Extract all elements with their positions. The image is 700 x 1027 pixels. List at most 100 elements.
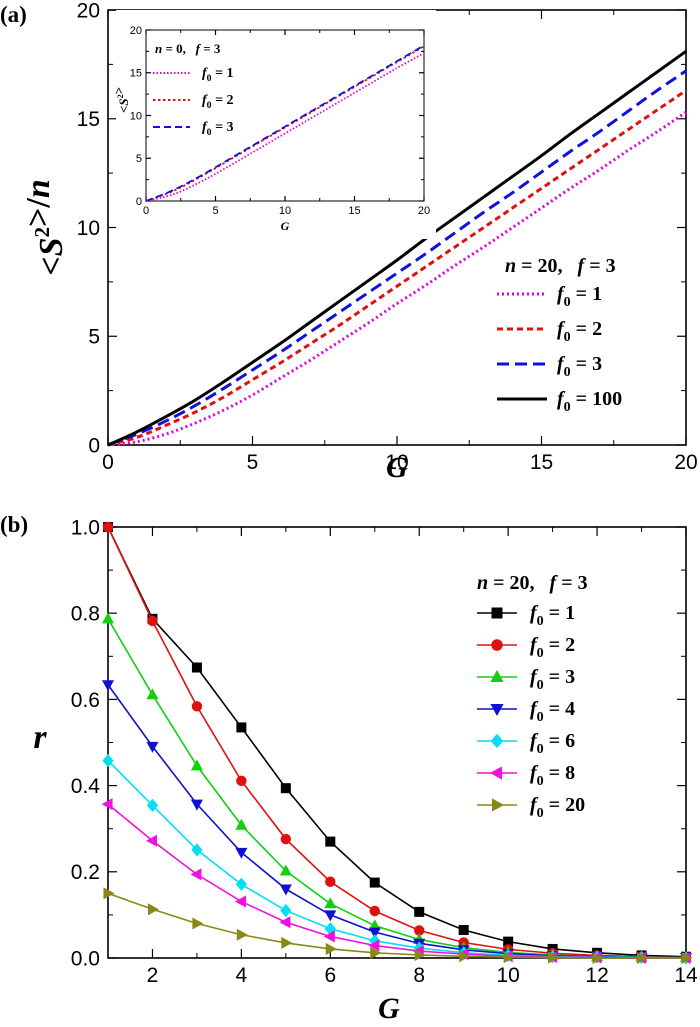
panel-b-series-line xyxy=(107,760,687,959)
panel-b-marker xyxy=(191,843,203,857)
panel-b-marker xyxy=(323,930,335,943)
inset-legend-label: f0 = 3 xyxy=(202,120,234,138)
panel-b-series-line xyxy=(107,526,687,958)
panel-a-legend-header: n = 20, f = 3 xyxy=(505,255,616,277)
panel-a-ytick-label: 10 xyxy=(77,217,100,240)
panel-a-xtick-label: 5 xyxy=(247,451,259,474)
panel-a-series-line xyxy=(107,50,687,447)
inset-series-line xyxy=(145,44,425,202)
panel-b-marker xyxy=(592,951,604,965)
inset-ytick-label: 20 xyxy=(130,25,142,37)
panel-a-series-line xyxy=(107,89,687,447)
panel-b-marker xyxy=(236,775,247,787)
panel-b-legend-header: n = 20, f = 3 xyxy=(477,572,588,594)
panel-b-marker xyxy=(146,798,159,813)
panel-b-marker xyxy=(548,951,560,964)
panel-b-marker xyxy=(235,818,248,830)
panel-b-marker xyxy=(636,951,648,965)
panel-b-legend-label: f0 = 6 xyxy=(530,730,575,757)
inset-series-line xyxy=(145,52,425,202)
panel-b-marker xyxy=(280,903,292,918)
panel-b-legend-marker xyxy=(490,669,504,682)
panel-b-marker xyxy=(101,612,115,624)
panel-b-marker xyxy=(503,951,515,964)
panel-b-marker xyxy=(234,895,246,908)
panel-b-marker xyxy=(368,939,380,952)
panel-b-marker xyxy=(146,741,159,753)
panel-a-ylabel: <S2>/n xyxy=(20,179,70,276)
inset-ytick-label: 0 xyxy=(136,196,142,208)
panel-b-marker xyxy=(235,847,248,859)
inset-xlabel: G xyxy=(281,219,290,233)
panel-b-marker xyxy=(325,942,337,955)
panel-b-series-line xyxy=(107,526,687,959)
panel-a-legend-label: f0 = 2 xyxy=(557,318,602,345)
panel-b-marker xyxy=(414,906,425,917)
panel-b-ylabel: r xyxy=(33,719,47,756)
panel-b-marker xyxy=(146,834,158,847)
panel-a-xtick-label: 15 xyxy=(530,451,553,474)
panel-b-legend-marker xyxy=(490,733,504,749)
inset-xtick-label: 10 xyxy=(279,205,291,217)
panel-b-xtick-label: 6 xyxy=(324,964,336,987)
panel-b-marker xyxy=(279,864,292,876)
panel-b-marker xyxy=(459,950,471,963)
panel-a-ytick-label: 20 xyxy=(77,0,100,22)
panel-b-marker xyxy=(191,662,202,673)
panel-b-legend-label: f0 = 20 xyxy=(530,794,585,821)
panel-a-legend-label: f0 = 3 xyxy=(557,353,602,380)
panel-b-marker xyxy=(146,688,159,700)
panel-b-xtick-label: 14 xyxy=(674,964,698,987)
panel-b-ytick-label: 0.6 xyxy=(71,689,100,712)
panel-a-ylabel-text: <S2>/n xyxy=(20,179,70,276)
panel-b-xtick-label: 10 xyxy=(496,964,519,987)
inset-ytick-label: 15 xyxy=(130,68,142,80)
panel-a-xtick-label: 0 xyxy=(102,451,114,474)
panel-b-marker xyxy=(279,916,291,929)
inset-ytick-label: 10 xyxy=(130,110,142,122)
panel-b-marker xyxy=(236,722,247,733)
panel-b-marker xyxy=(324,897,337,909)
panel-a-ytick-label: 0 xyxy=(88,434,100,457)
panel-b-ytick-label: 1.0 xyxy=(71,516,100,539)
panel-b-marker xyxy=(279,884,292,896)
panel-b-marker xyxy=(325,836,336,847)
panel-a-xtick-label: 10 xyxy=(385,451,408,474)
panel-b-axes: 2 4 6 8 10 12 14 0.0 0.2 0.4 0.6 0.8 1.0 (b) Gr n = 20,… xyxy=(0,512,698,1025)
panel-b-marker xyxy=(458,924,469,935)
panel-b-xtick-label: 4 xyxy=(236,964,248,987)
panel-a-series-line xyxy=(107,110,687,447)
panel-b-legend-marker xyxy=(491,639,503,651)
inset-legend-label: f0 = 1 xyxy=(202,66,234,84)
panel-b-marker xyxy=(103,887,115,900)
panel-b-series-line xyxy=(107,684,686,959)
panel-a-xlabel: G xyxy=(386,451,408,484)
panel-b-ytick-label: 0.8 xyxy=(71,603,100,626)
panel-b-marker xyxy=(681,951,693,965)
panel-a-ytick-label: 5 xyxy=(88,326,100,349)
panel-b-marker xyxy=(235,877,247,891)
panel-a-ytick-label: 15 xyxy=(77,108,100,131)
panel-b-ytick-label: 0.0 xyxy=(71,947,100,970)
panel-b-marker xyxy=(102,521,114,533)
inset-ylabel: <S2> xyxy=(111,87,131,113)
panel-b-marker xyxy=(280,783,291,794)
panel-b-legend-label: f0 = 8 xyxy=(530,762,575,789)
panel-b-marker xyxy=(190,799,203,811)
panel-b-marker xyxy=(325,876,336,887)
panel-b-marker xyxy=(414,948,426,962)
panel-b-marker xyxy=(147,615,158,627)
panel-b-legend-marker xyxy=(489,766,502,780)
panel-b-marker xyxy=(192,917,204,930)
panel-b-legend-marker xyxy=(492,798,505,812)
panel-b-series-line xyxy=(107,892,686,959)
inset-xtick-label: 20 xyxy=(418,205,430,217)
panel-b-marker xyxy=(236,928,248,941)
inset-xtick-label: 5 xyxy=(212,205,218,217)
panel-b-marker xyxy=(370,946,382,959)
panel-b-xtick-label: 2 xyxy=(147,964,159,987)
panel-b-marker xyxy=(281,936,293,949)
panel-b-marker xyxy=(101,798,113,811)
panel-b-marker xyxy=(369,877,380,888)
inset-ytick-label: 5 xyxy=(136,153,142,165)
